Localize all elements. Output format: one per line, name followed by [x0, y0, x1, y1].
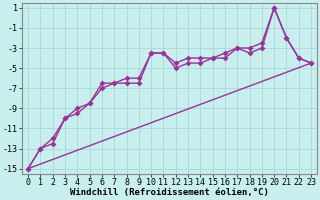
X-axis label: Windchill (Refroidissement éolien,°C): Windchill (Refroidissement éolien,°C)	[70, 188, 269, 197]
